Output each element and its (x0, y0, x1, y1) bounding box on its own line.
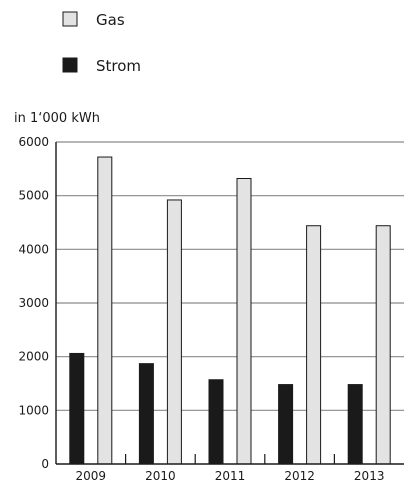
legend-swatch-strom (62, 57, 78, 73)
bar-strom-2013 (347, 384, 363, 465)
y-tick-label-2000: 2000 (18, 350, 49, 364)
y-axis: 0 1000 2000 3000 4000 5000 6000 (18, 135, 57, 471)
y-tick-label-4000: 4000 (18, 242, 49, 256)
bar-gas-2010 (166, 199, 182, 465)
bars (69, 156, 391, 465)
bar-gas-2012 (306, 225, 322, 465)
legend-swatch-gas (62, 11, 78, 27)
x-tick-label-2011: 2011 (215, 469, 246, 483)
bar-strom-2010 (138, 363, 154, 465)
x-tick-label-2012: 2012 (284, 469, 315, 483)
bar-strom-2012 (278, 384, 294, 465)
x-axis: 2009 2010 2011 2012 2013 (56, 454, 404, 483)
legend: Gas Strom (62, 11, 141, 75)
grid-lines (56, 141, 404, 411)
y-tick-label-5000: 5000 (18, 189, 49, 203)
legend-label-gas: Gas (96, 11, 125, 29)
x-tick-label-2010: 2010 (145, 469, 176, 483)
y-tick-label-1000: 1000 (18, 403, 49, 417)
x-tick-label-2009: 2009 (76, 469, 107, 483)
bar-strom-2009 (69, 352, 85, 465)
y-tick-label-3000: 3000 (18, 296, 49, 310)
y-tick-label-0: 0 (41, 457, 49, 471)
bar-gas-2013 (375, 225, 391, 465)
legend-label-strom: Strom (96, 57, 141, 75)
bar-gas-2011 (236, 177, 252, 465)
y-tick-label-6000: 6000 (18, 135, 49, 149)
y-unit-label: in 1‘000 kWh (14, 111, 100, 126)
bar-strom-2011 (208, 379, 224, 465)
bar-gas-2009 (97, 156, 113, 465)
x-tick-label-2013: 2013 (354, 469, 385, 483)
